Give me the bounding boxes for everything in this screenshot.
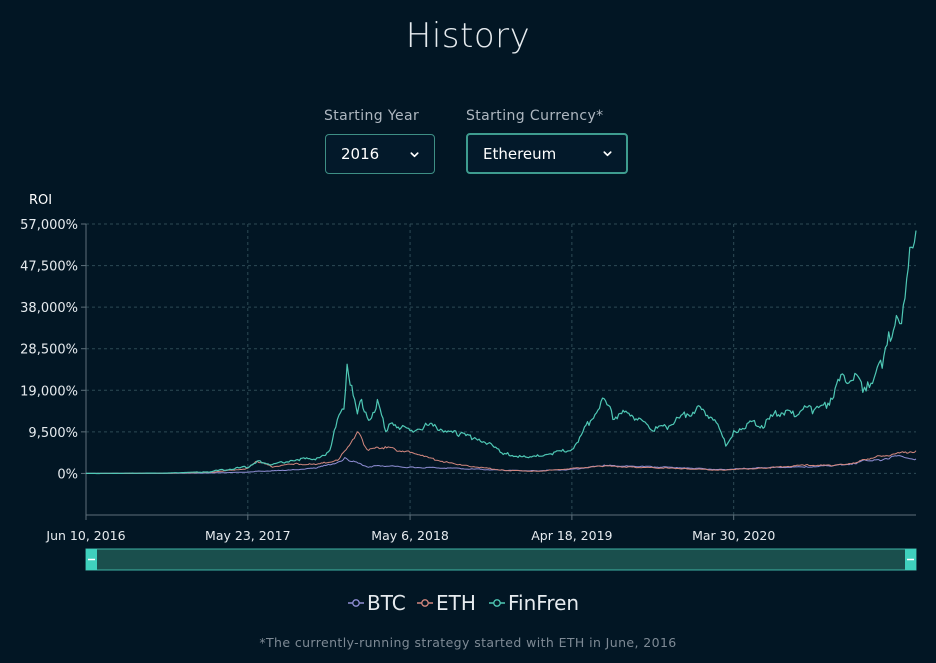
- x-tick-label: Mar 30, 2020: [692, 528, 775, 543]
- y-tick-label: 38,000%: [20, 301, 78, 316]
- y-tick-label: 57,000%: [20, 218, 78, 233]
- x-tick-label: May 23, 2017: [205, 528, 290, 543]
- starting-currency-select[interactable]: Ethereum: [466, 133, 628, 174]
- range-brush[interactable]: [85, 548, 917, 571]
- x-tick-label: Apr 18, 2019: [531, 528, 612, 543]
- starting-year-label: Starting Year: [324, 108, 420, 124]
- y-tick-label: 28,500%: [20, 343, 78, 358]
- starting-year-select[interactable]: 2016: [325, 134, 435, 174]
- footnote: *The currently-running strategy started …: [259, 635, 677, 650]
- chevron-down-icon: [603, 151, 612, 157]
- roi-history-chart[interactable]: 0% 9,500% 19,000% 28,500% 38,000% 47,500% 57,0…: [0, 210, 936, 630]
- y-tick-label: 19,000%: [20, 384, 78, 399]
- page-title: History: [405, 16, 531, 56]
- y-axis-title: ROI: [29, 193, 53, 208]
- x-tick-label: May 6, 2018: [371, 528, 449, 543]
- x-tick-label: Jun 10, 2016: [45, 528, 125, 543]
- legend-dot-btc: [352, 599, 360, 607]
- legend-label-btc[interactable]: BTC: [367, 591, 406, 615]
- series-line-finfren: [86, 230, 917, 475]
- starting-currency-label: Starting Currency*: [466, 108, 604, 124]
- y-tick-label: 47,500%: [20, 260, 78, 275]
- series-line-btc: [86, 455, 917, 474]
- legend-dot-finfren: [493, 599, 501, 607]
- legend-dot-eth: [421, 599, 429, 607]
- y-tick-label: 0%: [57, 467, 78, 482]
- legend-label-finfren[interactable]: FinFren: [508, 591, 579, 615]
- chevron-down-icon: [410, 151, 419, 157]
- y-tick-label: 9,500%: [28, 426, 78, 441]
- starting-currency-value: Ethereum: [483, 144, 557, 163]
- legend-label-eth[interactable]: ETH: [436, 591, 476, 615]
- starting-year-value: 2016: [341, 145, 380, 163]
